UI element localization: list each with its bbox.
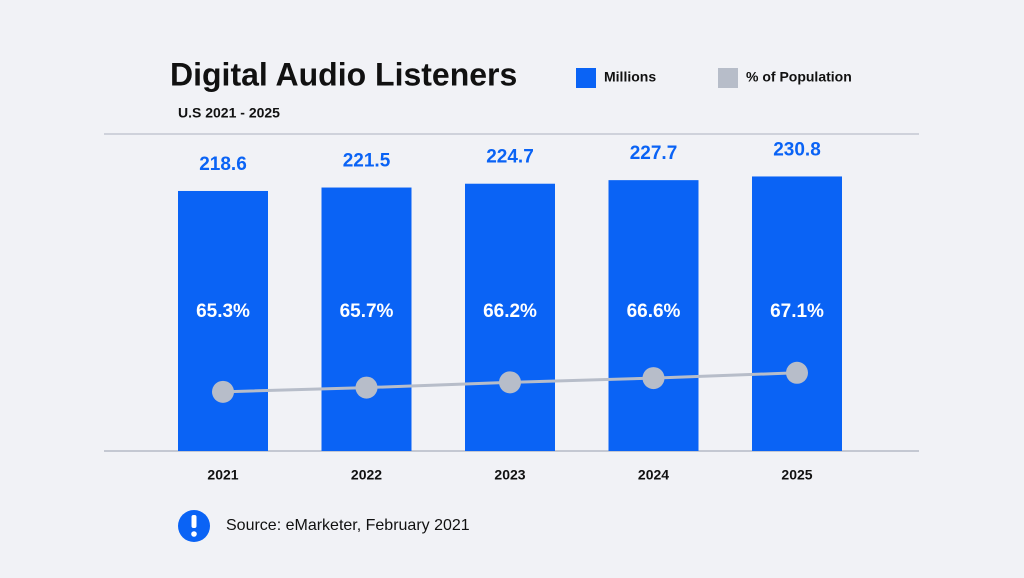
legend-label: % of Population — [746, 69, 852, 85]
bar — [608, 180, 699, 451]
x-tick-label: 2025 — [781, 467, 812, 483]
x-tick-label: 2021 — [207, 467, 238, 483]
percent-label: 66.6% — [627, 301, 681, 322]
legend-swatch — [576, 68, 596, 88]
source-note: Source: eMarketer, February 2021 — [226, 517, 470, 534]
legend-label: Millions — [604, 69, 656, 85]
line-marker — [355, 376, 378, 399]
bar-value-label: 230.8 — [773, 139, 821, 160]
legend-swatch — [718, 68, 738, 88]
line-marker — [642, 367, 665, 390]
bar-value-label: 218.6 — [199, 154, 247, 175]
line-marker — [499, 371, 521, 394]
line-marker — [786, 361, 808, 384]
chart-title: Digital Audio Listeners — [170, 56, 517, 92]
x-tick-label: 2022 — [351, 467, 382, 483]
bar — [321, 187, 412, 451]
bar — [465, 183, 555, 451]
bar-value-label: 224.7 — [486, 147, 534, 168]
percent-label: 67.1% — [770, 301, 824, 322]
line-marker — [212, 380, 234, 403]
bar — [752, 176, 842, 452]
percent-label: 65.7% — [340, 301, 394, 322]
info-icon-dot — [191, 531, 197, 537]
percent-label: 66.2% — [483, 301, 537, 322]
info-icon-mark — [191, 515, 197, 528]
bar-value-label: 227.7 — [630, 143, 678, 164]
x-tick-label: 2024 — [638, 467, 669, 483]
bar — [178, 190, 268, 451]
chart-subtitle: U.S 2021 - 2025 — [178, 105, 280, 121]
bar-value-label: 221.5 — [343, 151, 391, 172]
percent-label: 65.3% — [196, 301, 250, 322]
x-tick-label: 2023 — [494, 467, 525, 483]
